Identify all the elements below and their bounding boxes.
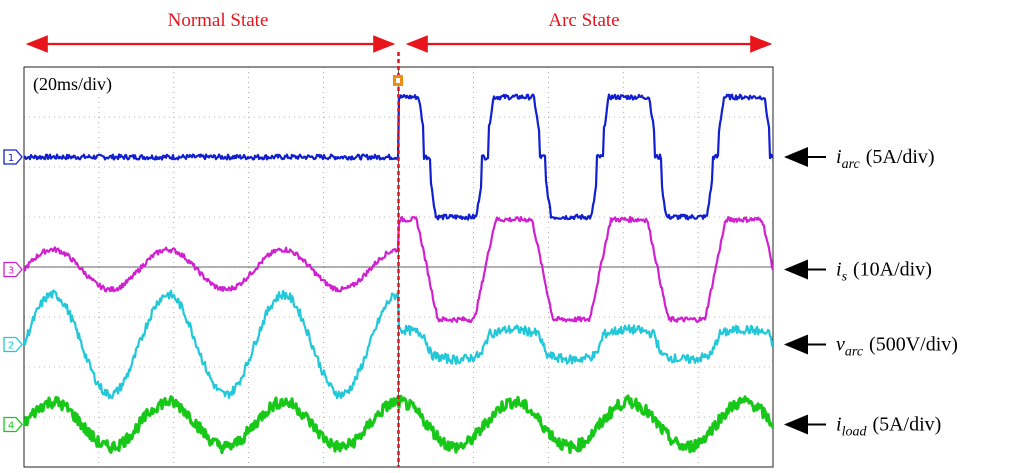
channel-number: 4 <box>8 421 14 432</box>
annotation-i-s: is (10A/div) <box>784 259 932 285</box>
phase-label-arc: Arc State <box>548 10 619 31</box>
annotation-label: iarc (5A/div) <box>836 146 935 172</box>
channel-number: 1 <box>8 153 14 164</box>
phase-label-normal: Normal State <box>168 10 269 31</box>
channel-marker-4: 4 <box>3 416 23 433</box>
trigger-marker-inner <box>396 78 400 83</box>
channel-markers: 1 3 2 4 <box>3 149 23 433</box>
channel-number: 2 <box>8 341 14 352</box>
annotation-label: iload (5A/div) <box>836 414 941 440</box>
channel-marker-2: 2 <box>3 336 23 353</box>
annotation-v-arc: varc (500V/div) <box>784 334 958 360</box>
channel-marker-1: 1 <box>3 149 23 165</box>
channel-marker-3: 3 <box>3 261 23 278</box>
timebase-bg <box>28 70 140 96</box>
timebase-label: (20ms/div) <box>33 74 112 95</box>
annotation-label: varc (500V/div) <box>836 334 958 360</box>
annotation-i-load: iload (5A/div) <box>784 414 941 440</box>
trace-i-arc <box>24 93 773 221</box>
channel-number: 3 <box>8 266 14 277</box>
annotation-i-arc: iarc (5A/div) <box>784 146 935 172</box>
trace-annotations: iarc (5A/div) is (10A/div) varc (500V/div) ilo… <box>784 146 958 440</box>
annotation-label: is (10A/div) <box>836 259 932 285</box>
